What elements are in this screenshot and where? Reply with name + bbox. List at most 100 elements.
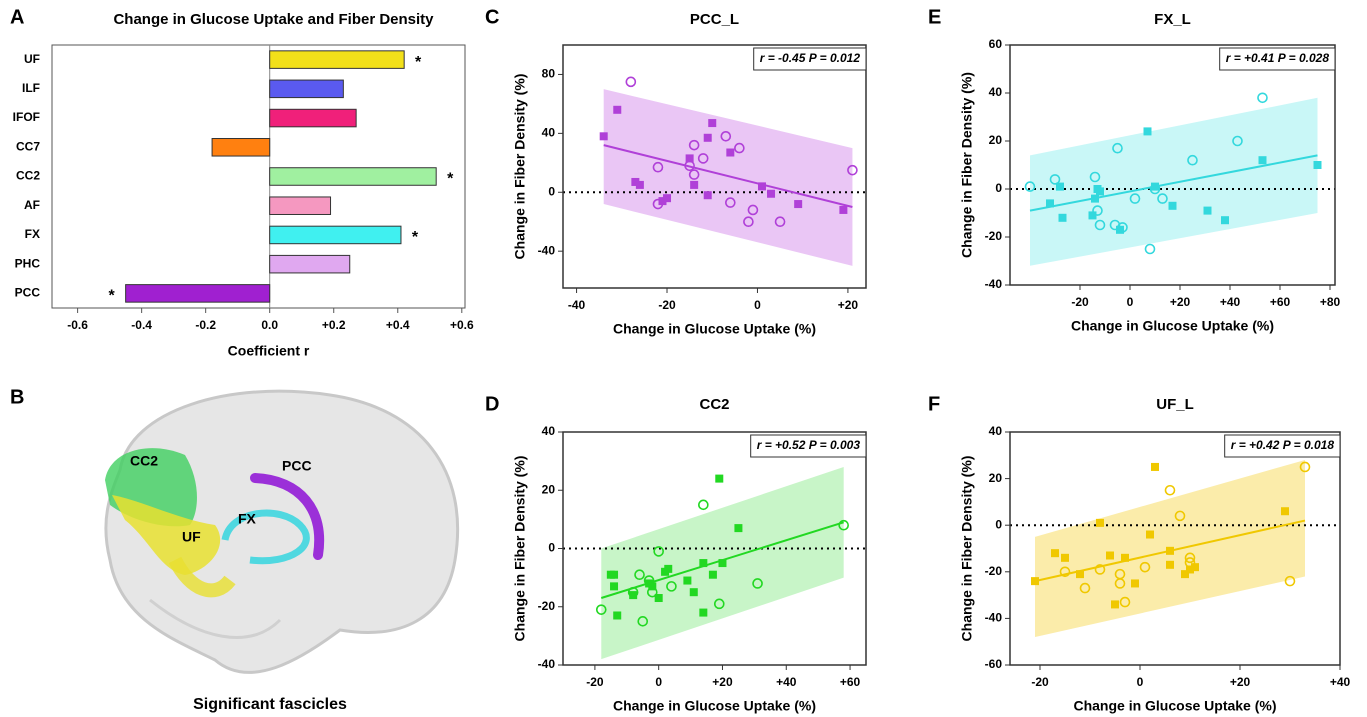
point: [1164, 484, 1176, 496]
stat-label: r = +0.42 P = 0.018: [1231, 438, 1335, 452]
point: [1106, 551, 1114, 560]
chart-title: PCC_L: [690, 11, 739, 28]
point: [1313, 161, 1322, 169]
chart-title: CC2: [699, 396, 729, 413]
point: [752, 578, 763, 589]
x-tick-label: -20: [1071, 295, 1089, 309]
y-tick-label: 0: [548, 541, 555, 555]
point: [734, 524, 743, 533]
y-tick-label: -20: [538, 599, 556, 613]
stat-label: r = -0.45 P = 0.012: [760, 51, 861, 65]
x-axis-label: Change in Glucose Uptake (%): [613, 321, 816, 337]
x-tick-label: +20: [1230, 675, 1251, 689]
x-axis-label: Coefficient r: [228, 343, 310, 359]
point: [635, 180, 644, 189]
bar: [269, 225, 402, 245]
point: [625, 76, 637, 88]
point: [1046, 199, 1054, 208]
point: [734, 142, 745, 154]
y-tick-label: 80: [542, 67, 556, 81]
y-tick-label: 40: [989, 424, 1003, 438]
point: [1024, 181, 1036, 192]
tract-label: PCC: [282, 458, 312, 474]
point: [1146, 530, 1154, 539]
point: [1119, 596, 1131, 608]
y-axis-label: Change in Fiber Density (%): [512, 74, 528, 260]
y-tick-label: 40: [542, 126, 556, 140]
point: [688, 169, 700, 180]
x-tick-label: 0: [1127, 295, 1134, 309]
bar: [211, 138, 271, 157]
tract-pcc: [250, 473, 325, 560]
stat-label: r = +0.41 P = 0.028: [1226, 51, 1330, 65]
point: [1187, 154, 1198, 166]
panel-b: B CC2 PCC FX UF Significant fascicles: [10, 386, 460, 713]
point: [689, 588, 698, 597]
point: [703, 191, 712, 200]
y-tick-label: 40: [989, 85, 1003, 99]
x-tick-label: +40: [776, 675, 797, 689]
y-tick-label: -40: [538, 657, 556, 671]
point: [1088, 211, 1097, 220]
point: [663, 194, 672, 203]
x-tick-label: -0.4: [131, 318, 152, 332]
plot-frame: [1009, 431, 1341, 666]
point: [1181, 570, 1189, 579]
point: [1076, 570, 1084, 579]
point: [1096, 187, 1104, 196]
point: [1092, 205, 1103, 216]
point: [698, 499, 709, 511]
point: [1109, 219, 1121, 231]
point: [794, 200, 803, 209]
x-tick-label: -20: [658, 298, 676, 312]
point: [643, 575, 655, 586]
bar: [269, 167, 437, 186]
point: [1056, 182, 1064, 191]
point: [1129, 193, 1141, 204]
point: [839, 205, 848, 214]
x-tick-label: -0.2: [195, 318, 216, 332]
point: [1089, 171, 1101, 183]
x-tick-label: +20: [838, 298, 859, 312]
category-label: FX: [25, 227, 40, 241]
point: [1284, 575, 1296, 587]
point: [688, 139, 700, 151]
x-tick-label: -40: [568, 298, 586, 312]
brain-contour: [149, 598, 282, 639]
y-tick-label: 60: [989, 37, 1003, 51]
point: [743, 216, 754, 228]
x-tick-label: +60: [840, 675, 861, 689]
point: [685, 154, 694, 163]
point: [1184, 557, 1196, 568]
point: [720, 131, 732, 142]
x-tick-label: +0.2: [322, 318, 346, 332]
x-axis-label: Change in Glucose Uptake (%): [613, 698, 816, 714]
point: [757, 182, 766, 191]
category-label: PHC: [15, 256, 41, 270]
y-tick-label: 0: [995, 181, 1002, 195]
point: [1281, 507, 1289, 516]
point: [1139, 561, 1151, 573]
point: [631, 177, 640, 186]
category-label: AF: [24, 198, 40, 212]
caption: Significant fascicles: [193, 696, 347, 713]
point: [847, 164, 858, 176]
point: [726, 148, 735, 157]
chart-title: FX_L: [1154, 11, 1191, 28]
bar: [269, 254, 351, 274]
point: [1112, 142, 1123, 154]
x-axis-label: Change in Glucose Uptake (%): [1073, 698, 1276, 714]
x-axis-label: Change in Glucose Uptake (%): [1071, 318, 1274, 334]
point: [595, 604, 607, 615]
panel-letter: B: [10, 386, 24, 408]
category-label: IFOF: [13, 110, 40, 124]
bar: [269, 79, 344, 99]
x-tick-label: 0: [1137, 675, 1144, 689]
x-tick-label: 0: [655, 675, 662, 689]
point: [1174, 510, 1186, 522]
x-tick-label: -20: [586, 675, 604, 689]
plot-frame: [51, 44, 466, 309]
point: [1166, 560, 1174, 569]
x-tick-label: +0.4: [386, 318, 410, 332]
